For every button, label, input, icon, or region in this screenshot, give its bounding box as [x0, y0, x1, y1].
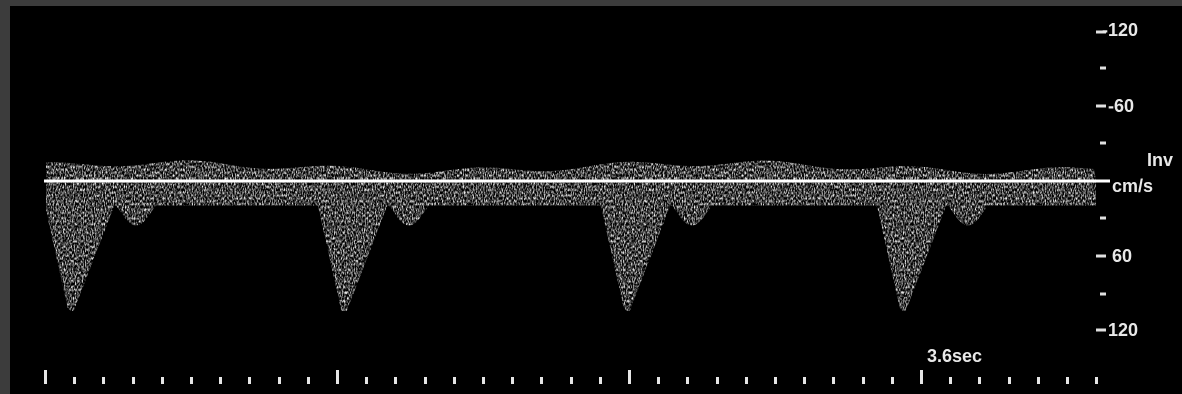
- time-major-tick: [336, 370, 339, 384]
- envelope-edge: [43, 200, 1096, 320]
- time-minor-tick: [978, 377, 981, 384]
- time-minor-tick: [307, 377, 310, 384]
- mode-label: Inv: [1147, 150, 1173, 170]
- time-minor-tick: [365, 377, 368, 384]
- time-minor-tick: [424, 377, 427, 384]
- time-minor-tick: [716, 377, 719, 384]
- time-minor-tick: [161, 377, 164, 384]
- scale-label-60: 60: [1112, 246, 1132, 266]
- time-minor-tick: [949, 377, 952, 384]
- time-minor-tick: [219, 377, 222, 384]
- time-minor-tick: [73, 377, 76, 384]
- time-minor-tick: [1066, 377, 1069, 384]
- spectral-waveform: [43, 160, 1096, 320]
- time-minor-tick: [1037, 377, 1040, 384]
- time-minor-tick: [511, 377, 514, 384]
- time-minor-tick: [482, 377, 485, 384]
- time-minor-tick: [832, 377, 835, 384]
- time-duration-label: 3.6sec: [927, 346, 982, 366]
- doppler-display: -120 -60 Inv cm/s 60 120 3.6sec: [10, 6, 1182, 394]
- doppler-spectrogram: -120 -60 Inv cm/s 60 120 3.6sec: [43, 20, 1173, 384]
- time-minor-tick: [657, 377, 660, 384]
- time-minor-tick: [599, 377, 602, 384]
- time-minor-tick: [453, 377, 456, 384]
- time-minor-tick: [540, 377, 543, 384]
- time-minor-tick: [686, 377, 689, 384]
- time-minor-tick: [1095, 377, 1098, 384]
- time-major-tick: [628, 370, 631, 384]
- time-minor-tick: [803, 377, 806, 384]
- time-major-tick: [44, 370, 47, 384]
- scale-label-minus-120: -120: [1102, 20, 1138, 40]
- reverse-flow-envelope: [46, 181, 1096, 311]
- time-minor-tick: [570, 377, 573, 384]
- time-minor-tick: [1008, 377, 1011, 384]
- time-major-tick: [920, 370, 923, 384]
- velocity-scale: [1096, 30, 1106, 332]
- time-axis: [44, 370, 1098, 384]
- time-minor-tick: [190, 377, 193, 384]
- time-minor-tick: [394, 377, 397, 384]
- time-minor-tick: [891, 377, 894, 384]
- time-minor-tick: [102, 377, 105, 384]
- unit-label: cm/s: [1112, 176, 1153, 196]
- time-minor-tick: [278, 377, 281, 384]
- scale-label-120: 120: [1108, 320, 1138, 340]
- time-minor-tick: [774, 377, 777, 384]
- time-minor-tick: [745, 377, 748, 384]
- scale-label-minus-60: -60: [1108, 96, 1134, 116]
- time-minor-tick: [862, 377, 865, 384]
- time-minor-tick: [248, 377, 251, 384]
- time-minor-tick: [132, 377, 135, 384]
- forward-flow-band: [46, 160, 1096, 181]
